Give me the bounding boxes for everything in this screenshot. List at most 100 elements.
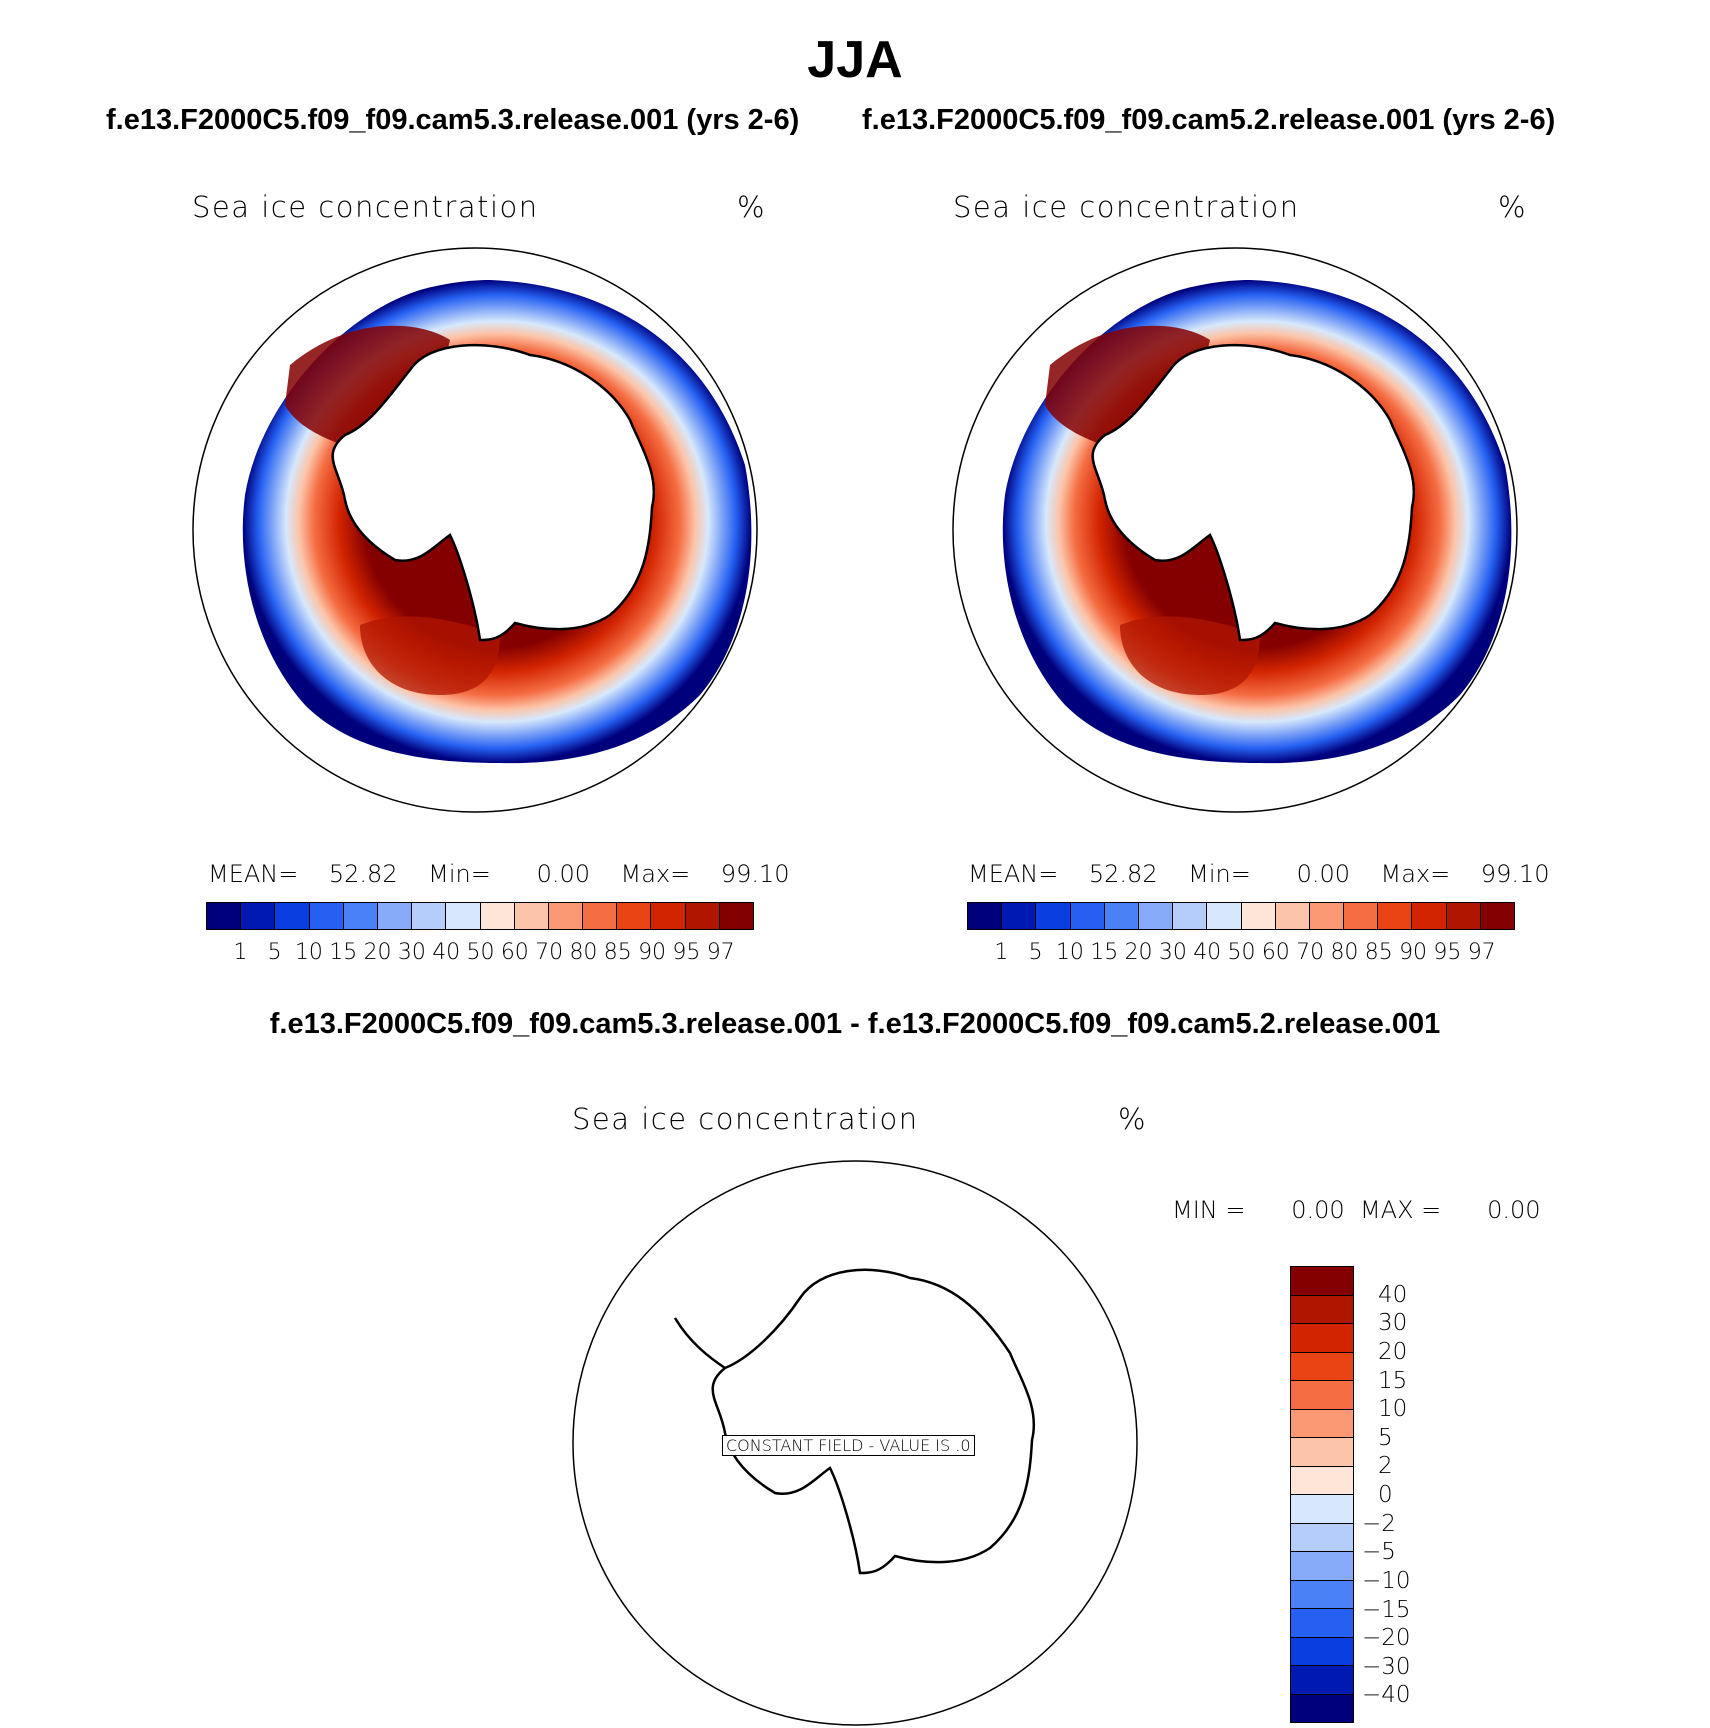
colorbar-swatch: [1241, 903, 1276, 929]
panel-diff-stats: MIN = 0.00 MAX = 0.00: [1172, 1196, 1541, 1224]
antarctica-coastline: [331, 343, 655, 642]
colorbar-swatch: [1291, 1381, 1353, 1410]
colorbar-swatch: [1291, 1267, 1353, 1296]
colorbar-tick-label: 30: [1378, 1310, 1408, 1337]
colorbar-swatch: [1378, 903, 1413, 929]
colorbar-swatch: [1291, 1552, 1353, 1581]
colorbar-swatch: [1138, 903, 1174, 929]
colorbar-tick-label: 90: [1399, 940, 1428, 965]
colorbar-swatch: [1291, 1580, 1353, 1609]
colorbar-swatch: [583, 903, 618, 929]
antarctica-coastline: [1091, 343, 1415, 642]
colorbar-swatch: [1002, 903, 1037, 929]
colorbar-tick-label: −20: [1362, 1625, 1411, 1652]
colorbar-tick-label: 40: [1193, 940, 1222, 965]
colorbar-swatch: [548, 903, 584, 929]
colorbar-swatch: [1291, 1295, 1353, 1324]
colorbar-swatch: [719, 903, 753, 929]
colorbar-tick-label: 20: [1378, 1338, 1408, 1365]
colorbar-tick-label: 95: [1433, 940, 1462, 965]
colorbar-tick-label: −15: [1362, 1596, 1411, 1623]
colorbar-swatch: [343, 903, 378, 929]
colorbar-swatch: [1291, 1495, 1353, 1524]
colorbar-tick-label: 95: [672, 940, 701, 965]
colorbar-tick-label: 10: [1378, 1396, 1408, 1423]
colorbar-swatch: [514, 903, 549, 929]
colorbar-tick-label: 50: [1227, 940, 1256, 965]
panel-a-units: %: [737, 190, 767, 224]
colorbar-tick-label: 40: [1378, 1281, 1408, 1308]
colorbar-tick-label: 5: [267, 940, 282, 965]
run-a-title: f.e13.F2000C5.f09_f09.cam5.3.release.001…: [106, 104, 800, 136]
colorbar-tick-label: −5: [1362, 1539, 1396, 1566]
max-label: MAX =: [1359, 1196, 1442, 1224]
colorbar-tick-label: 70: [1296, 940, 1325, 965]
colorbar-tick-label: 15: [329, 940, 358, 965]
colorbar-swatch: [1275, 903, 1310, 929]
min-label: Min=: [1188, 860, 1251, 888]
colorbar-swatch: [1291, 1466, 1353, 1495]
colorbar-tick-label: 30: [397, 940, 426, 965]
colorbar-tick-label: 10: [294, 940, 323, 965]
colorbar-swatch: [1104, 903, 1139, 929]
panel-a-title: Sea ice concentration: [192, 190, 539, 224]
difference-title: f.e13.F2000C5.f09_f09.cam5.3.release.001…: [269, 1008, 1441, 1040]
colorbar-tick-label: 60: [500, 940, 529, 965]
colorbar-swatch: [1070, 903, 1105, 929]
colorbar-tick-label: 80: [569, 940, 598, 965]
colorbar-swatch: [1412, 903, 1447, 929]
colorbar-tick-label: 15: [1378, 1367, 1408, 1394]
panel-diff-colorbar-labels: 40 30 20 15 10 5 2 0 −2 −5 −10 −15 −20 −30 −40: [1362, 1266, 1442, 1724]
colorbar-tick-label: 97: [706, 940, 735, 965]
colorbar-swatch: [1036, 903, 1071, 929]
colorbar-swatch: [377, 903, 413, 929]
colorbar-swatch: [275, 903, 310, 929]
min-value: 0.00: [536, 860, 591, 888]
colorbar-swatch: [1291, 1694, 1353, 1722]
panel-a-colorbar: [206, 902, 754, 930]
min-label: MIN =: [1172, 1196, 1246, 1224]
panel-a-stats: MEAN= 52.82 Min= 0.00 Max= 99.10: [208, 860, 790, 888]
season-title: JJA: [807, 31, 903, 89]
panel-diff-colorbar: [1290, 1266, 1354, 1723]
colorbar-swatch: [1480, 903, 1514, 929]
max-value: 99.10: [1480, 860, 1550, 888]
colorbar-swatch: [1446, 903, 1481, 929]
ross-sea-ice: [360, 616, 500, 695]
colorbar-swatch: [1309, 903, 1345, 929]
colorbar-tick-label: 20: [363, 940, 392, 965]
colorbar-swatch: [1291, 1523, 1353, 1552]
colorbar-tick-label: 85: [603, 940, 632, 965]
constant-field-label: CONSTANT FIELD - VALUE IS .0: [722, 1435, 975, 1456]
panel-a-map: [192, 247, 758, 813]
panel-b-colorbar-labels: 1 5 10 15 20 30 40 50 60 70 80 85 90 95 97: [967, 940, 1516, 966]
max-label: Max=: [620, 860, 691, 888]
colorbar-tick-label: −30: [1362, 1653, 1411, 1680]
colorbar-swatch: [651, 903, 686, 929]
mean-value: 52.82: [1088, 860, 1158, 888]
panel-diff-units: %: [1118, 1102, 1148, 1136]
panel-b-colorbar: [967, 902, 1515, 930]
colorbar-swatch: [1291, 1666, 1353, 1695]
colorbar-swatch: [480, 903, 515, 929]
colorbar-swatch: [1344, 903, 1379, 929]
panel-b-title: Sea ice concentration: [953, 190, 1300, 224]
colorbar-tick-label: 1: [994, 940, 1009, 965]
min-value: 0.00: [1291, 1196, 1345, 1224]
colorbar-tick-label: 1: [233, 940, 248, 965]
colorbar-tick-label: 30: [1158, 940, 1187, 965]
colorbar-swatch: [446, 903, 481, 929]
colorbar-swatch: [685, 903, 720, 929]
colorbar-swatch: [309, 903, 344, 929]
colorbar-swatch: [1207, 903, 1242, 929]
colorbar-swatch: [412, 903, 447, 929]
min-value: 0.00: [1296, 860, 1351, 888]
colorbar-swatch: [1291, 1409, 1353, 1438]
panel-b-map: [952, 247, 1518, 813]
panel-diff-title: Sea ice concentration: [572, 1102, 919, 1136]
colorbar-swatch: [1173, 903, 1208, 929]
max-value: 99.10: [720, 860, 790, 888]
colorbar-swatch: [1291, 1438, 1353, 1467]
colorbar-tick-label: 70: [535, 940, 564, 965]
peninsula-coastline: [673, 1317, 726, 1370]
